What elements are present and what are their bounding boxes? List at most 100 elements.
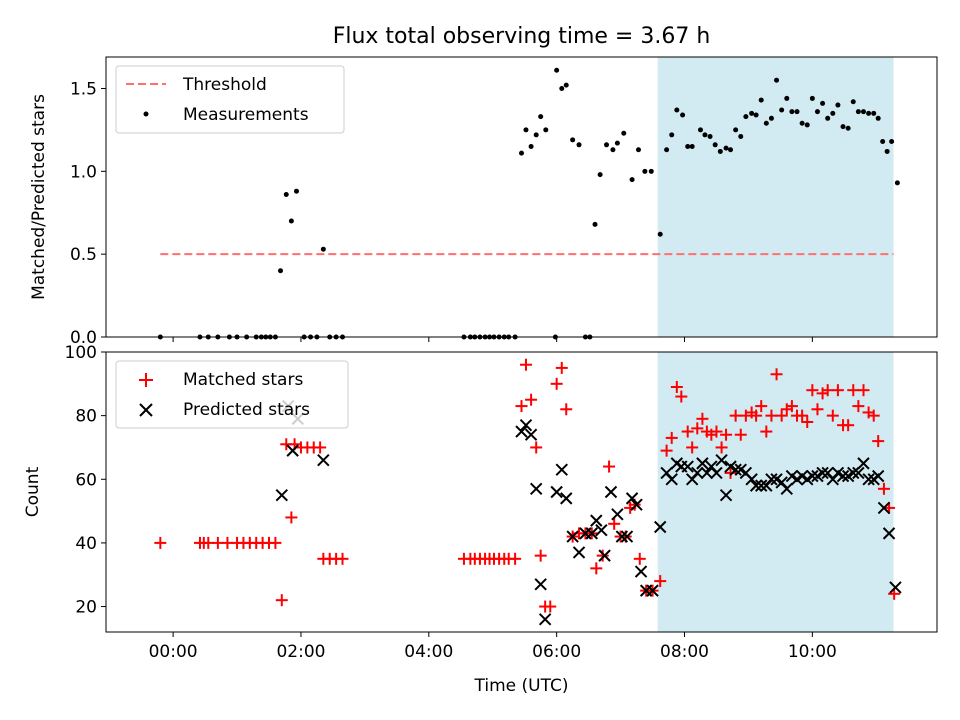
top-plot-frame: [105, 56, 938, 338]
matched-star-point: [515, 400, 528, 413]
predicted-star-point: [566, 530, 579, 543]
measurement-point: [702, 132, 708, 138]
measurement-point: [889, 138, 895, 144]
measurement-point: [779, 107, 785, 113]
y-tick-label: 1.5: [70, 79, 97, 99]
matched-star-point: [872, 435, 885, 448]
bottom-plot-frame: [105, 351, 938, 633]
predicted-star-point: [560, 492, 573, 505]
predicted-star-point: [816, 466, 829, 480]
predicted-star-point: [615, 530, 629, 543]
predicted-star-point: [654, 520, 667, 534]
matched-star-point: [670, 381, 683, 393]
measurement-point: [774, 77, 780, 83]
measurement-point: [664, 147, 670, 153]
matched-star-point: [555, 361, 568, 374]
measurement-point: [657, 231, 663, 237]
x-tick-label: 00:00: [149, 642, 198, 662]
predicted-star-point: [625, 492, 639, 505]
predicted-star-point: [715, 453, 728, 467]
measurement-point: [570, 137, 576, 143]
measurement-point: [789, 109, 795, 115]
matched-star-point: [842, 419, 855, 432]
matched-star-point: [275, 594, 288, 607]
predicted-star-point: [700, 466, 714, 480]
predicted-star-point: [275, 488, 288, 502]
top-x-ticks: [172, 337, 813, 342]
measurement-point: [855, 109, 861, 115]
measurement-point: [871, 110, 877, 116]
measurement-point: [610, 147, 616, 153]
measurement-point: [768, 115, 774, 121]
matched-star-point: [760, 425, 773, 438]
matched-star-point: [852, 400, 865, 413]
matched-star-point: [775, 409, 788, 422]
measurement-point: [860, 109, 866, 115]
matched-star-point: [269, 536, 282, 549]
legend-threshold-label: Threshold: [182, 75, 267, 95]
measurement-point: [614, 140, 620, 146]
matched-star-point: [550, 377, 563, 390]
predicted-star-point: [286, 444, 299, 457]
predicted-star-point: [665, 473, 678, 486]
y-tick-label: 80: [75, 407, 97, 427]
matched-star-point: [877, 482, 890, 495]
measurement-point: [835, 102, 841, 108]
matched-star-point: [729, 409, 742, 422]
predicted-star-point: [572, 546, 586, 559]
predicted-star-point: [538, 613, 552, 626]
predicted-star-point: [595, 523, 608, 537]
measurement-point: [830, 110, 836, 116]
legend-measurements-label: Measurements: [183, 105, 309, 125]
matched-star-point: [734, 428, 747, 441]
measurement-point: [749, 110, 755, 116]
matched-star-point: [314, 441, 327, 454]
measurement-point: [278, 268, 284, 274]
matched-star-point: [796, 409, 809, 422]
matched-star-point: [710, 425, 723, 438]
measurement-point: [794, 109, 800, 115]
legend-predicted-label: Predicted stars: [183, 400, 310, 420]
predicted-star-point: [882, 527, 896, 540]
top-legend-box: [115, 65, 345, 134]
matched-star-point: [509, 552, 522, 565]
matched-star-point: [715, 441, 728, 454]
predicted-star-point: [696, 457, 709, 470]
measurement-point: [685, 143, 691, 149]
x-tick-label: 04:00: [404, 642, 453, 662]
measurement-point: [880, 138, 886, 144]
predicted-star-point: [852, 466, 865, 480]
measurement-point: [629, 177, 635, 183]
measurement-point: [533, 132, 539, 138]
measurement-point: [814, 109, 820, 115]
measurement-point: [894, 180, 900, 186]
matched-star-point: [336, 552, 349, 565]
matched-star-point: [525, 393, 538, 406]
measurement-point: [753, 112, 759, 118]
legend-measurements-swatch: [143, 111, 149, 117]
matched-star-point: [770, 368, 783, 381]
matched-star-point: [544, 600, 557, 613]
measurement-point: [804, 122, 810, 128]
predicted-star-point: [620, 530, 634, 543]
matched-star-point: [686, 441, 699, 454]
matched-star-point: [560, 403, 573, 416]
top-panel: 0.0 0.5 1.0 1.5 Flux total observing time =…: [29, 24, 938, 348]
matched-star-point: [755, 400, 768, 413]
predicted-star-point: [889, 581, 902, 594]
predicted-star-point: [745, 473, 758, 486]
predicted-star-point: [555, 463, 568, 476]
matched-star-point: [590, 562, 603, 575]
matched-star-point: [724, 466, 737, 479]
predicted-star-point: [590, 514, 603, 527]
matched-star-point: [608, 517, 621, 530]
matched-star-point: [785, 400, 798, 413]
matched-star-point: [847, 384, 860, 397]
predicted-star-point: [765, 473, 778, 486]
measurement-point: [875, 115, 881, 121]
x-tick-label: 02:00: [276, 642, 325, 662]
predicted-star-point: [634, 565, 648, 578]
top-shaded-span: [657, 57, 894, 337]
matched-star-point: [534, 549, 547, 562]
measurement-point: [884, 148, 890, 154]
